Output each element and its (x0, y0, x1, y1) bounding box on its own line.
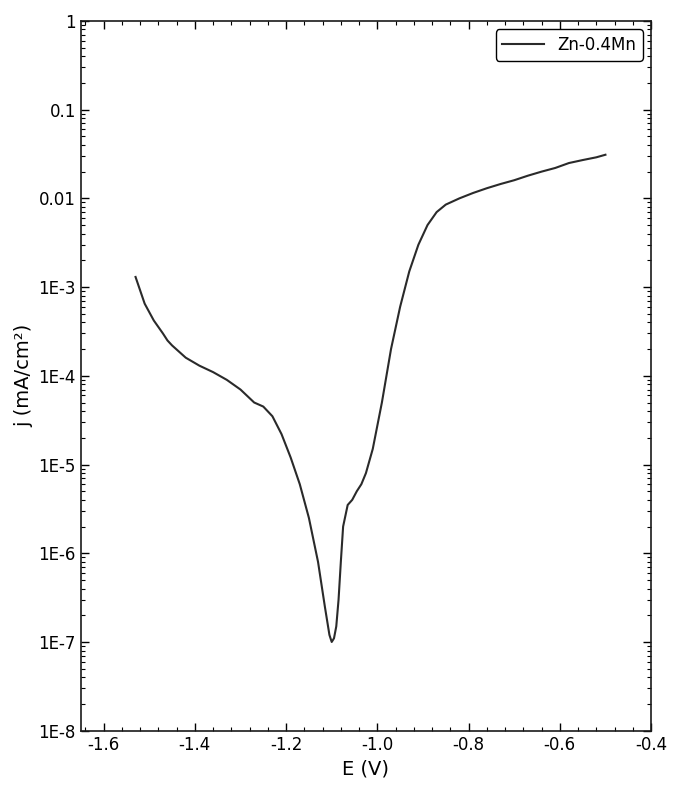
Y-axis label: j (mA/cm²): j (mA/cm²) (14, 324, 33, 428)
Legend: Zn-0.4Mn: Zn-0.4Mn (496, 29, 643, 60)
X-axis label: E (V): E (V) (343, 759, 390, 778)
